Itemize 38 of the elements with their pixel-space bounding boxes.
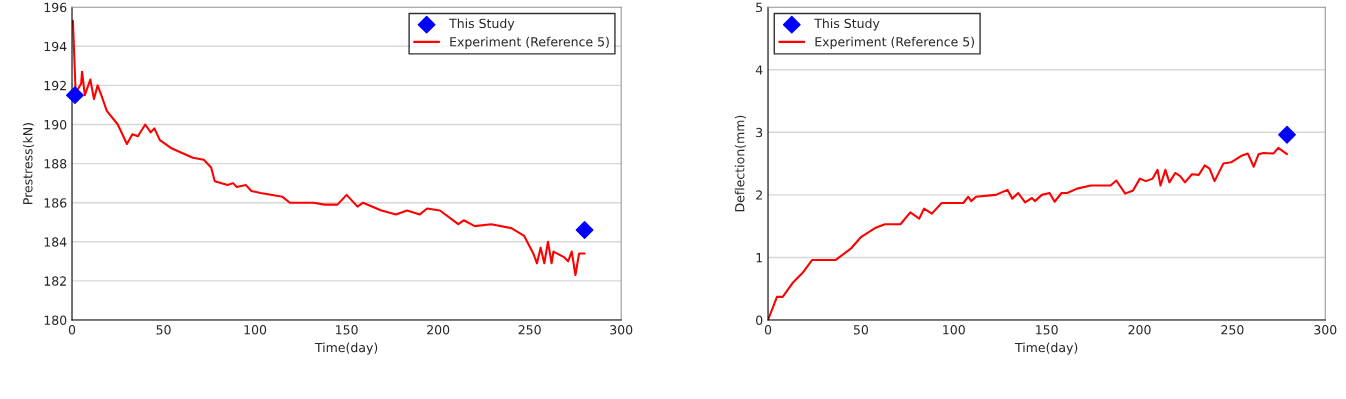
legend-label: This Study: [449, 18, 515, 31]
x-tick-label: 0: [68, 325, 76, 335]
y-tick-label: 3: [756, 127, 763, 138]
y-tick-label: 4: [755, 65, 763, 75]
x-tick-label: 150: [1036, 325, 1058, 335]
y-tick-label: 2: [756, 190, 762, 200]
y-tick-label: 188: [44, 159, 67, 169]
legend-label: Experiment (Reference 5): [815, 36, 975, 49]
y-tick-label: 196: [44, 2, 67, 13]
y-tick-label: 184: [44, 237, 67, 247]
y-tick-label: 182: [44, 276, 66, 286]
y-axis-title: Prestress(kN): [22, 123, 35, 204]
x-tick-label: 200: [427, 325, 450, 335]
y-tick-label: 190: [44, 119, 67, 130]
x-tick-label: 200: [1128, 325, 1151, 335]
y-tick-label: 192: [44, 80, 66, 91]
x-tick-label: 250: [1221, 325, 1244, 335]
x-axis-title: Time(day): [314, 342, 378, 355]
y-axis-title: Deflection(mm): [734, 115, 746, 212]
y-tick-label: 1: [756, 253, 763, 263]
x-tick-label: 0: [764, 325, 772, 335]
legend-label: This Study: [814, 18, 880, 31]
x-tick-label: 300: [610, 325, 633, 335]
legend-label: Experiment (Reference 5): [450, 36, 609, 49]
y-tick-label: 194: [44, 41, 67, 52]
x-axis-title: Time(day): [1014, 342, 1078, 355]
y-tick-label: 186: [44, 198, 67, 208]
y-tick-label: 5: [756, 2, 763, 13]
x-tick-label: 300: [1314, 325, 1337, 335]
line-series: [768, 146, 1289, 320]
y-tick-label: 0: [756, 315, 763, 325]
x-tick-label: 100: [244, 325, 267, 335]
x-tick-label: 250: [518, 325, 541, 335]
x-tick-label: 100: [943, 325, 965, 335]
x-tick-label: 50: [156, 325, 171, 335]
y-tick-label: 180: [44, 315, 67, 325]
x-tick-label: 50: [853, 325, 869, 335]
x-tick-label: 150: [336, 325, 358, 335]
